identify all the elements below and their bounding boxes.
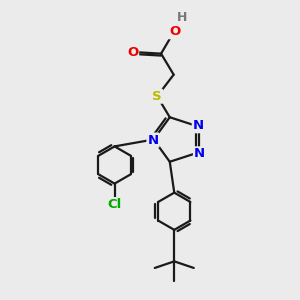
Text: S: S	[152, 90, 162, 103]
Text: O: O	[127, 46, 138, 59]
Text: Cl: Cl	[107, 198, 122, 211]
Text: O: O	[169, 25, 180, 38]
Text: N: N	[194, 147, 205, 161]
Text: N: N	[193, 119, 204, 132]
Text: N: N	[147, 134, 159, 147]
Text: H: H	[177, 11, 188, 24]
